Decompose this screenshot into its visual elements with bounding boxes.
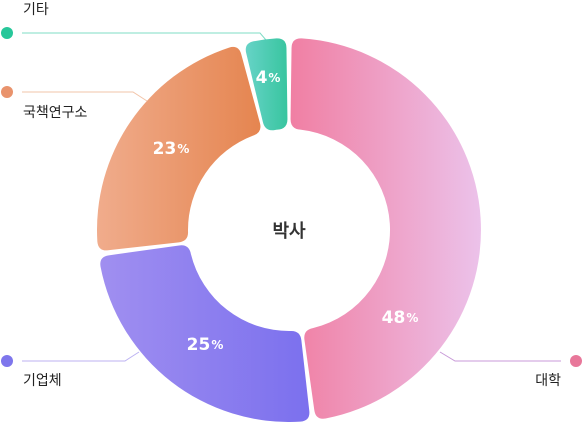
legend-label-cat-3: 기타 [23, 2, 49, 18]
leader-line-cat-2 [22, 91, 148, 102]
leader-line-cat-1 [22, 351, 140, 362]
legend-label-cat-1: 기업체 [23, 373, 62, 389]
legend-label-cat-0: 대학 [535, 373, 561, 389]
slice-cat-1[interactable] [100, 245, 310, 422]
legend-label-cat-2: 국책연구소 [23, 105, 88, 121]
legend-dot-cat-0 [570, 355, 582, 367]
leader-lines [22, 32, 561, 362]
percent-label-cat-0: 48% [382, 308, 419, 328]
legend-dot-cat-3 [1, 27, 13, 39]
percent-label-cat-1: 25% [187, 335, 224, 355]
percent-label-cat-3: 4% [256, 68, 281, 88]
leader-line-cat-0 [439, 351, 561, 362]
chart-title: 박사 [272, 221, 306, 242]
leader-line-cat-3 [22, 32, 267, 41]
donut-slices [96, 38, 481, 422]
legend-dot-cat-1 [1, 355, 13, 367]
slice-cat-2[interactable] [96, 46, 261, 251]
slice-cat-0[interactable] [290, 38, 481, 419]
slice-cat-3[interactable] [245, 38, 288, 131]
percent-label-cat-2: 23% [153, 139, 190, 159]
legend-dot-cat-2 [1, 86, 13, 98]
percent-labels: 48% 25% 23% 4% [153, 68, 419, 355]
